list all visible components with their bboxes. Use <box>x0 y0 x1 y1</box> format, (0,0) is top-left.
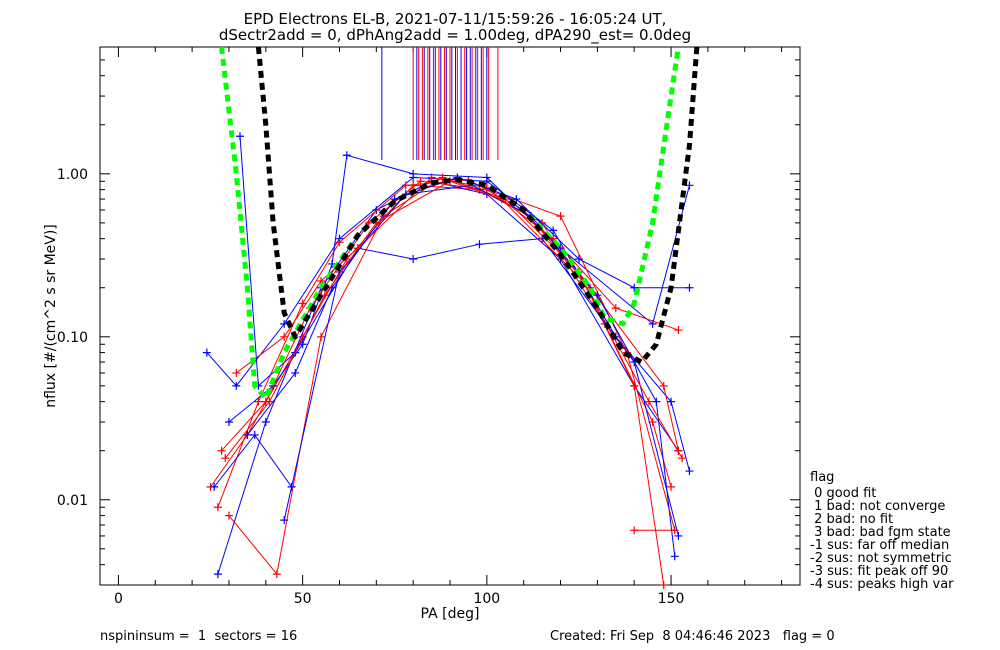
legend-item: 3 bad: bad fgm state <box>810 525 951 540</box>
flag-legend: flag 0 good fit 1 bad: not converge 2 ba… <box>810 470 954 592</box>
y-tick-label: 0.10 <box>57 330 88 346</box>
series-point <box>630 283 639 292</box>
series-point <box>475 240 484 249</box>
series-point <box>482 173 491 182</box>
series-point <box>438 173 447 182</box>
series-point <box>261 418 270 427</box>
series-point <box>224 418 233 427</box>
series-point <box>317 332 326 341</box>
series-point <box>236 132 244 141</box>
legend-item: -1 sus: far off median <box>810 538 949 553</box>
series-point <box>593 291 602 300</box>
series-line <box>228 154 690 423</box>
series-point <box>232 381 241 390</box>
series-point <box>674 531 683 540</box>
series-point <box>232 368 241 377</box>
series-point <box>674 326 683 335</box>
series-point <box>243 430 252 439</box>
series-point <box>287 482 296 491</box>
series-point <box>272 570 281 579</box>
series-line <box>217 180 679 575</box>
series-point <box>298 299 307 308</box>
sample-series <box>202 132 694 589</box>
series-point <box>659 581 668 589</box>
x-tick-label: 0 <box>114 591 123 607</box>
legend-item: -3 sus: fit peak off 90 <box>810 564 948 579</box>
series-point <box>254 397 263 406</box>
series-point <box>210 482 219 491</box>
legend-item: 2 bad: no fit <box>810 512 893 527</box>
series-point <box>291 368 300 377</box>
series-point <box>549 226 558 235</box>
x-tick-labels: 0 50 100 150 <box>114 591 684 607</box>
series-point <box>213 503 222 512</box>
series-point <box>213 570 222 579</box>
chart-title-line2: dSectr2add = 0, dPhAng2add = 1.00deg, dP… <box>219 26 691 45</box>
legend-item: -4 sus: peaks high var <box>810 577 954 592</box>
series-point <box>265 397 274 406</box>
series-point <box>217 446 226 455</box>
series-point <box>630 526 639 535</box>
series-point <box>221 454 230 463</box>
series-point <box>674 446 683 455</box>
series-point <box>416 177 425 186</box>
series-point <box>659 381 668 390</box>
x-tick-label: 50 <box>294 591 312 607</box>
y-tick-labels: 0.01 0.10 1.00 <box>57 167 88 509</box>
series-point <box>409 255 418 264</box>
x-tick-label: 100 <box>473 591 500 607</box>
series-point <box>280 516 289 525</box>
series-point <box>644 397 653 406</box>
series-point <box>409 169 418 178</box>
x-axis-label: PA [deg] <box>421 606 480 622</box>
series-point <box>335 238 344 247</box>
legend-item: 1 bad: not converge <box>810 499 945 514</box>
y-tick-label: 1.00 <box>57 167 88 183</box>
legend-title: flag <box>810 470 834 485</box>
series-point <box>667 482 676 491</box>
series-point <box>630 381 639 390</box>
footer-right: Created: Fri Sep 8 04:46:46 2023 flag = … <box>550 629 835 644</box>
series-line <box>228 176 665 586</box>
series-point <box>667 397 676 406</box>
legend-item: -2 sus: not symmetric <box>810 551 952 566</box>
series-point <box>202 348 211 357</box>
series-point <box>685 283 694 292</box>
series-point <box>250 430 259 439</box>
series-point <box>670 552 679 561</box>
series-point <box>342 151 351 160</box>
series-point <box>372 205 381 214</box>
chart-title-line1: EPD Electrons EL-B, 2021-07-11/15:59:26 … <box>244 10 667 28</box>
series-point <box>364 218 373 227</box>
series-point <box>611 304 620 313</box>
y-tick-label: 0.01 <box>57 493 88 509</box>
plot-area <box>99 46 801 589</box>
fit-curve <box>255 47 700 365</box>
fit-curves <box>219 47 700 401</box>
series-point <box>678 454 687 463</box>
series-line <box>210 184 672 488</box>
y-axis-label: nflux [#/(cm^2 s sr MeV)] <box>43 224 59 408</box>
series-point <box>427 173 436 182</box>
series-point <box>512 195 521 204</box>
series-point <box>280 332 289 341</box>
series-point <box>556 212 565 221</box>
legend-item: 0 good fit <box>810 486 876 501</box>
series-point <box>224 511 233 520</box>
series-point <box>652 397 661 406</box>
pitch-angle-marker-lines <box>381 47 499 160</box>
x-tick-label: 150 <box>658 591 685 607</box>
series-line <box>221 180 676 531</box>
footer-left: nspininsum = 1 sectors = 16 <box>100 629 297 644</box>
series-point <box>685 181 694 190</box>
series-point <box>401 181 410 190</box>
series-point <box>685 467 694 476</box>
series-point <box>574 255 583 264</box>
series-point <box>549 234 558 243</box>
series-point <box>320 291 329 300</box>
